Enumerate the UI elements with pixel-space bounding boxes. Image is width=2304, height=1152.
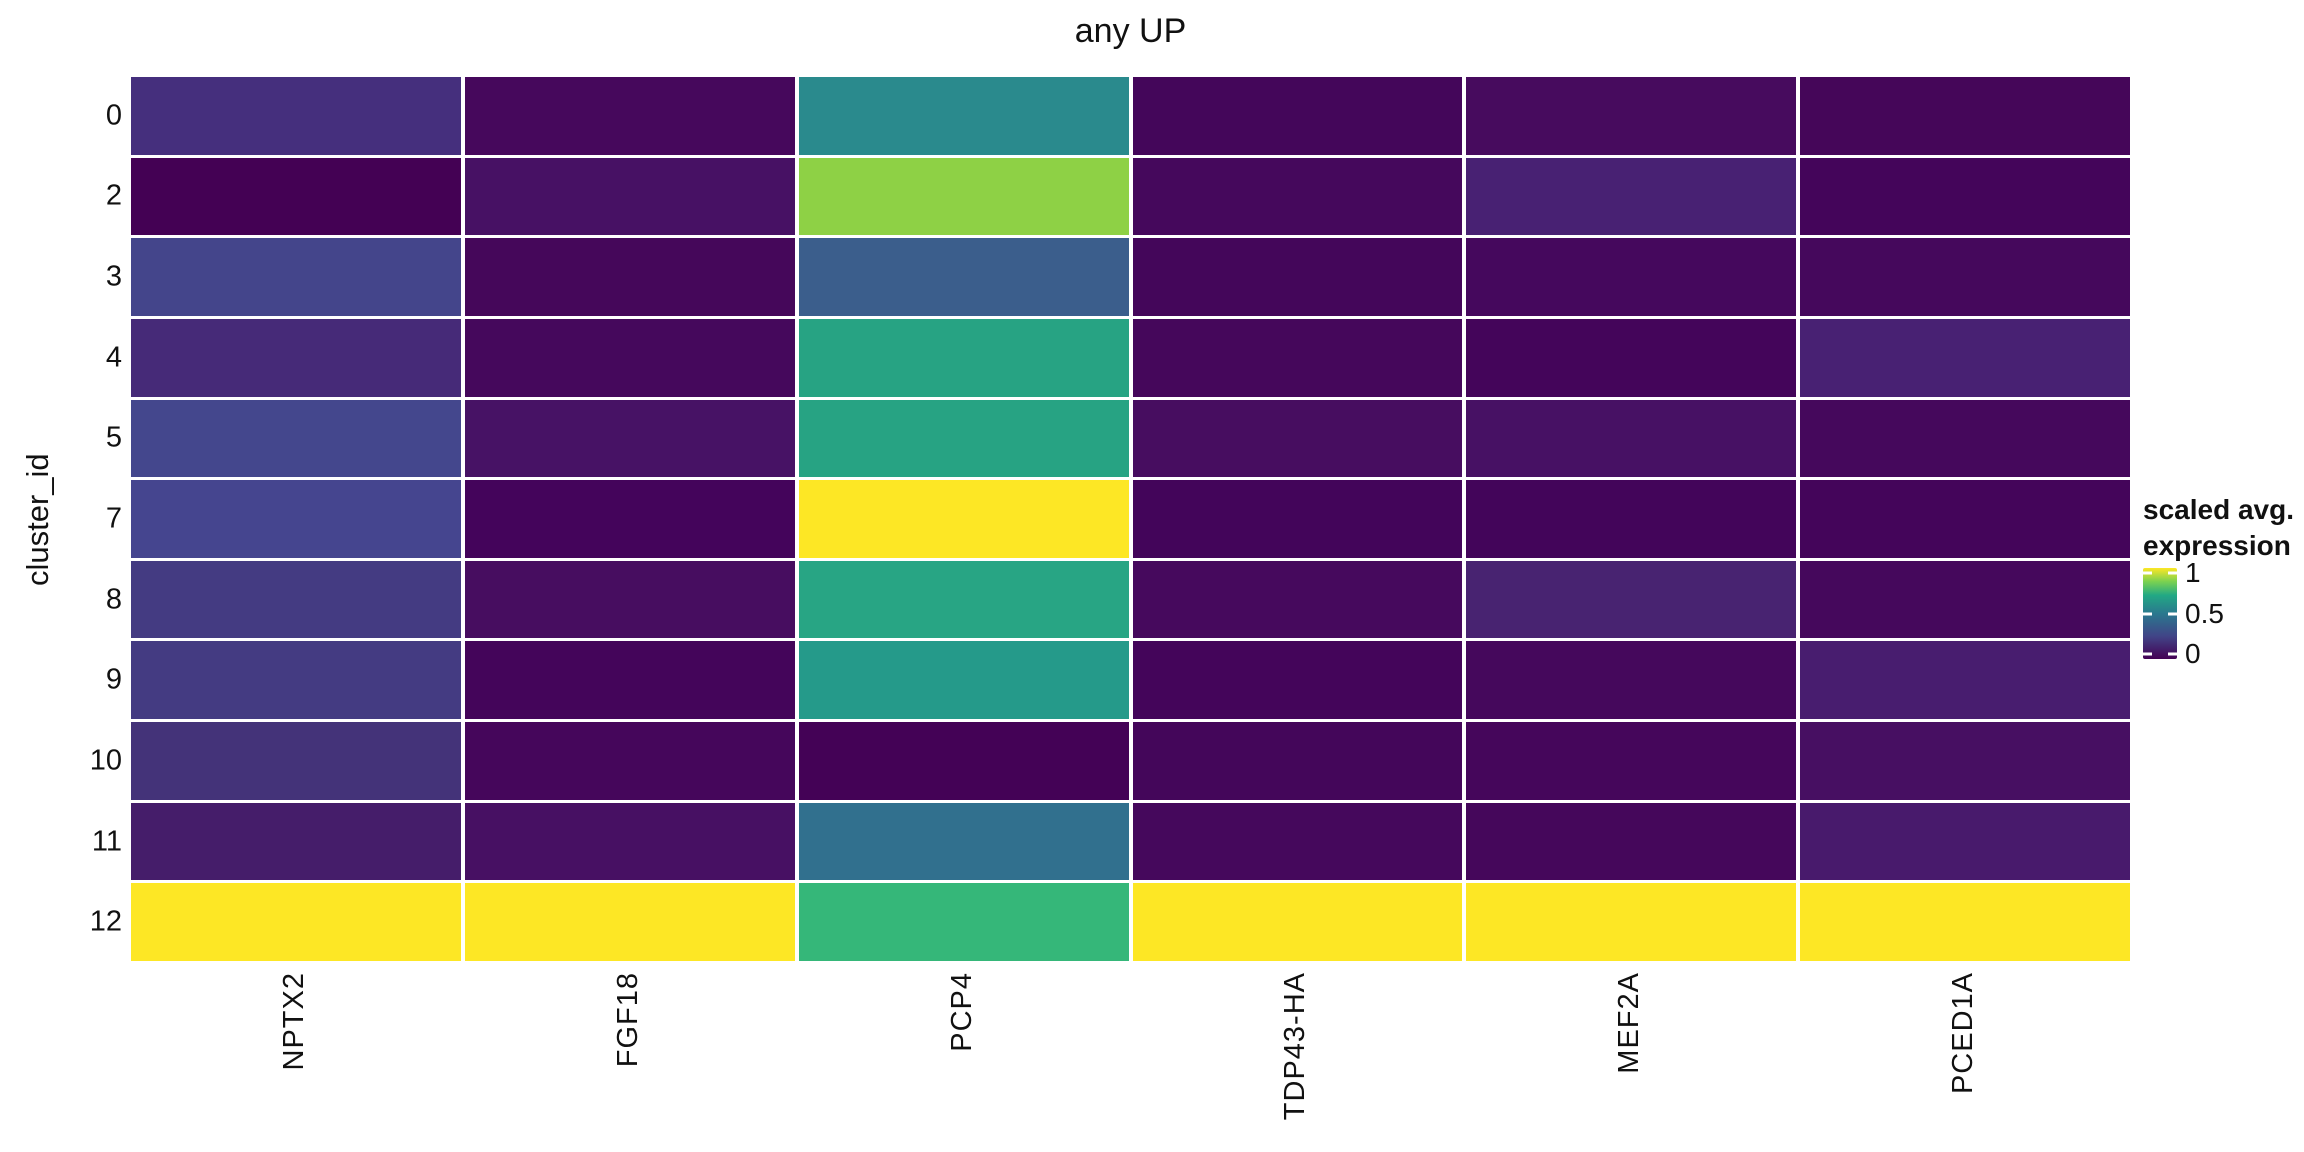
y-tick-label: 8 <box>105 583 122 616</box>
heatmap-cell <box>798 157 1129 236</box>
heatmap-cell <box>464 560 795 639</box>
heatmap-cell <box>798 399 1129 478</box>
heatmap-cell <box>1800 480 2130 558</box>
heatmap-cell <box>1132 238 1463 316</box>
heatmap-cell <box>798 318 1129 397</box>
heatmap-cell <box>798 641 1129 720</box>
heatmap-cell <box>1800 238 2130 316</box>
heatmap-cell <box>464 722 795 800</box>
heatmap-cell <box>1132 77 1463 155</box>
legend-title-line1: scaled avg. <box>2143 494 2294 525</box>
heatmap-cell <box>464 318 795 397</box>
heatmap-cell <box>1800 77 2130 155</box>
heatmap-cell <box>131 480 461 558</box>
heatmap-cell <box>131 641 461 720</box>
heatmap-cell <box>131 238 461 316</box>
x-tick-label: FGF18 <box>611 972 644 1068</box>
y-tick-label: 9 <box>105 663 122 696</box>
y-tick-label: 2 <box>105 179 122 212</box>
heatmap-cell <box>1466 157 1797 236</box>
y-tick-label: 12 <box>89 905 122 938</box>
heatmap-cell <box>798 722 1129 800</box>
legend: scaled avg. expression 1 0.5 0 <box>2143 492 2303 669</box>
legend-tick-mark <box>2168 612 2177 615</box>
legend-tick-label: 0 <box>2185 638 2201 670</box>
heatmap-cell <box>464 399 795 478</box>
heatmap-cell <box>1800 560 2130 639</box>
y-tick-label: 4 <box>105 341 122 374</box>
heatmap-cell <box>798 77 1129 155</box>
heatmap-cell <box>1132 399 1463 478</box>
heatmap-cell <box>1132 722 1463 800</box>
x-tick-label: PCED1A <box>1947 972 1980 1095</box>
heatmap-cell <box>1466 802 1797 881</box>
x-tick-label: PCP4 <box>945 972 978 1052</box>
heatmap-cell <box>131 157 461 236</box>
heatmap-cell <box>1132 802 1463 881</box>
y-tick-label: 11 <box>91 825 122 858</box>
heatmap-cell <box>1466 560 1797 639</box>
heatmap-cell <box>1800 722 2130 800</box>
heatmap-cell <box>464 157 795 236</box>
y-tick-label: 3 <box>105 260 122 293</box>
heatmap-cell <box>1466 722 1797 800</box>
heatmap-cell <box>131 560 461 639</box>
heatmap-cell <box>1466 399 1797 478</box>
heatmap-cell <box>1466 238 1797 316</box>
chart-title: any UP <box>1074 12 1187 50</box>
heatmap-cell <box>1132 318 1463 397</box>
heatmap-cell <box>1800 802 2130 881</box>
heatmap-cell <box>464 883 795 961</box>
heatmap-cell <box>464 480 795 558</box>
heatmap-cell <box>1466 641 1797 720</box>
y-tick-label: 5 <box>105 421 122 454</box>
heatmap-cell <box>464 238 795 316</box>
heatmap-cell <box>1800 399 2130 478</box>
heatmap-cell <box>798 480 1129 558</box>
heatmap-cell <box>1466 77 1797 155</box>
legend-tick-mark <box>2168 652 2177 656</box>
heatmap-cell <box>1132 641 1463 720</box>
legend-tick-mark <box>2143 612 2152 615</box>
heatmap-cell <box>131 883 461 961</box>
y-tick-label: 7 <box>105 502 122 535</box>
heatmap-cell <box>1466 883 1797 961</box>
heatmap-cell <box>131 77 461 155</box>
heatmap-cell <box>1132 883 1463 961</box>
y-tick-label: 0 <box>105 99 122 132</box>
legend-tick-mark <box>2143 652 2152 656</box>
heatmap-cell <box>798 883 1129 961</box>
x-tick-label: NPTX2 <box>277 972 310 1071</box>
heatmap-cell <box>1132 157 1463 236</box>
heatmap-cell <box>798 802 1129 881</box>
heatmap-cell <box>131 399 461 478</box>
heatmap-cell <box>1466 318 1797 397</box>
heatmap-cell <box>131 722 461 800</box>
x-tick-label: TDP43-HA <box>1279 972 1312 1121</box>
heatmap-cell <box>464 641 795 720</box>
heatmap-cell <box>131 318 461 397</box>
heatmap-cell <box>798 238 1129 316</box>
heatmap-cell <box>1132 560 1463 639</box>
x-tick-label: MEF2A <box>1613 972 1646 1074</box>
heatmap-cell <box>798 560 1129 639</box>
heatmap-cell <box>1132 480 1463 558</box>
heatmap-cell <box>131 802 461 881</box>
heatmap-grid <box>131 77 2130 961</box>
heatmap-cell <box>1800 157 2130 236</box>
heatmap-cell <box>1466 480 1797 558</box>
legend-tick-label: 0.5 <box>2185 597 2224 629</box>
legend-tick-mark <box>2168 571 2177 575</box>
legend-tick-label: 1 <box>2185 556 2201 588</box>
legend-tick-mark <box>2143 571 2152 575</box>
heatmap-cell <box>1800 318 2130 397</box>
y-tick-label: 10 <box>89 744 122 777</box>
legend-title-line2: expression <box>2143 530 2291 561</box>
heatmap-cell <box>1800 641 2130 720</box>
heatmap-cell <box>1800 883 2130 961</box>
legend-colorbar-wrap: 1 0.5 0 <box>2143 557 2224 669</box>
heatmap-cell <box>464 802 795 881</box>
heatmap-cell <box>464 77 795 155</box>
